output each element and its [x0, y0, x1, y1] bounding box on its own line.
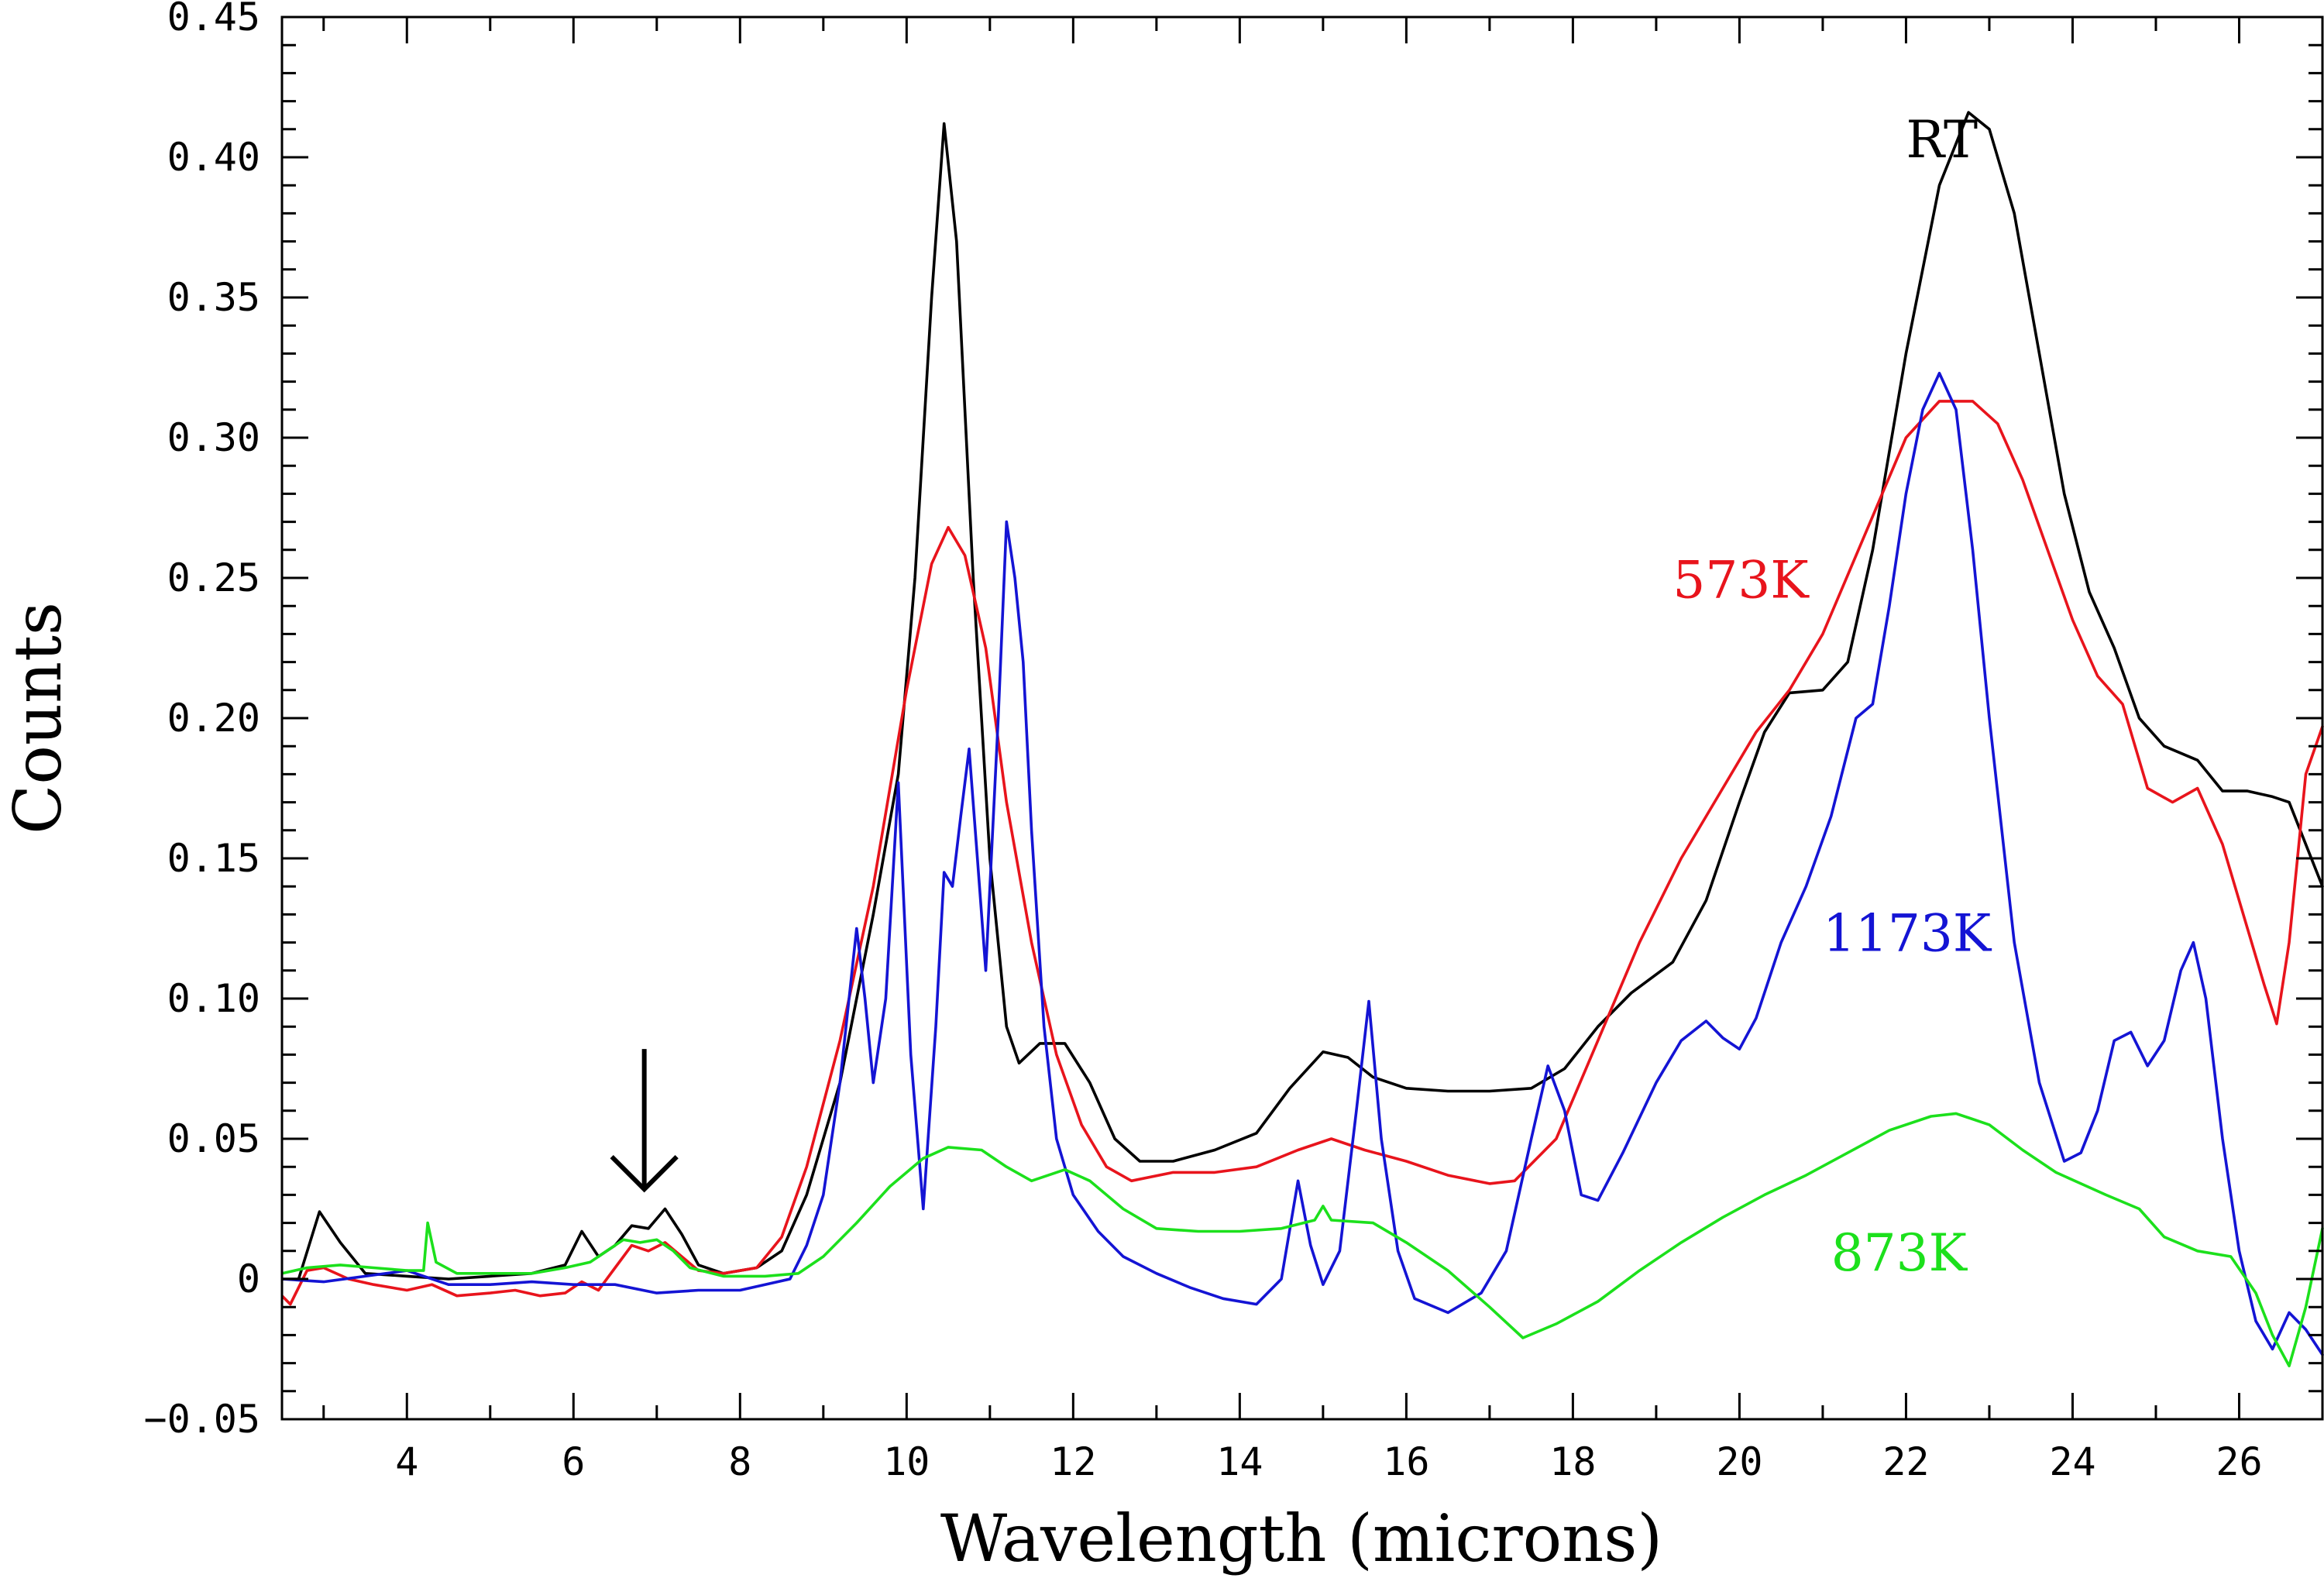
series-line-573k [282, 400, 2324, 1306]
x-tick-label: 6 [562, 1439, 585, 1484]
series-label-873k: 873K [1831, 1223, 1968, 1283]
series-label-1173k: 1173K [1823, 903, 1992, 963]
series-line-rt [282, 111, 2324, 1281]
y-tick-label: −0.05 [143, 1397, 260, 1442]
y-tick-label: 0.20 [167, 696, 260, 741]
y-tick-label: 0.10 [167, 976, 260, 1021]
y-tick-label: 0.05 [167, 1116, 260, 1161]
x-tick-label: 18 [1549, 1439, 1596, 1484]
tick-layer [282, 15, 2324, 1421]
y-tick-label: 0.30 [167, 415, 260, 460]
series-label-573k: 573K [1673, 550, 1810, 610]
x-tick-label: 20 [1716, 1439, 1762, 1484]
x-tick-label: 12 [1050, 1439, 1096, 1484]
series-line-1173k [282, 371, 2324, 1356]
x-tick-label: 4 [395, 1439, 418, 1484]
y-tick-label: 0 [237, 1257, 260, 1301]
y-axis-title: Counts [0, 602, 76, 834]
y-tick-label: 0.25 [167, 555, 260, 600]
series-label-rt: RT [1906, 110, 1978, 170]
arrow-head [610, 1155, 679, 1193]
x-tick-label: 16 [1383, 1439, 1429, 1484]
y-tick-label: 0.15 [167, 836, 260, 881]
y-tick-label: 0.35 [167, 275, 260, 320]
x-axis-title: Wavelength (microns) [940, 1501, 1662, 1576]
x-tick-label: 24 [2049, 1439, 2095, 1484]
x-tick-label: 22 [1882, 1439, 1929, 1484]
x-tick-label: 14 [1216, 1439, 1263, 1484]
arrow-annotation [610, 1049, 679, 1193]
y-tick-label: 0.45 [167, 0, 260, 40]
x-tick-label: 8 [728, 1439, 751, 1484]
x-tick-label: 10 [883, 1439, 930, 1484]
series-layer [282, 111, 2324, 1367]
label-layer: 4 6 8 10 12 14 16 18 20 22 24 26 −0.05 0 0.05 0.10 0.15 0… [143, 0, 2262, 1484]
series-line-873k [282, 1112, 2324, 1367]
y-tick-label: 0.40 [167, 135, 260, 180]
annotation-layer [610, 1049, 679, 1193]
x-tick-label: 26 [2216, 1439, 2262, 1484]
